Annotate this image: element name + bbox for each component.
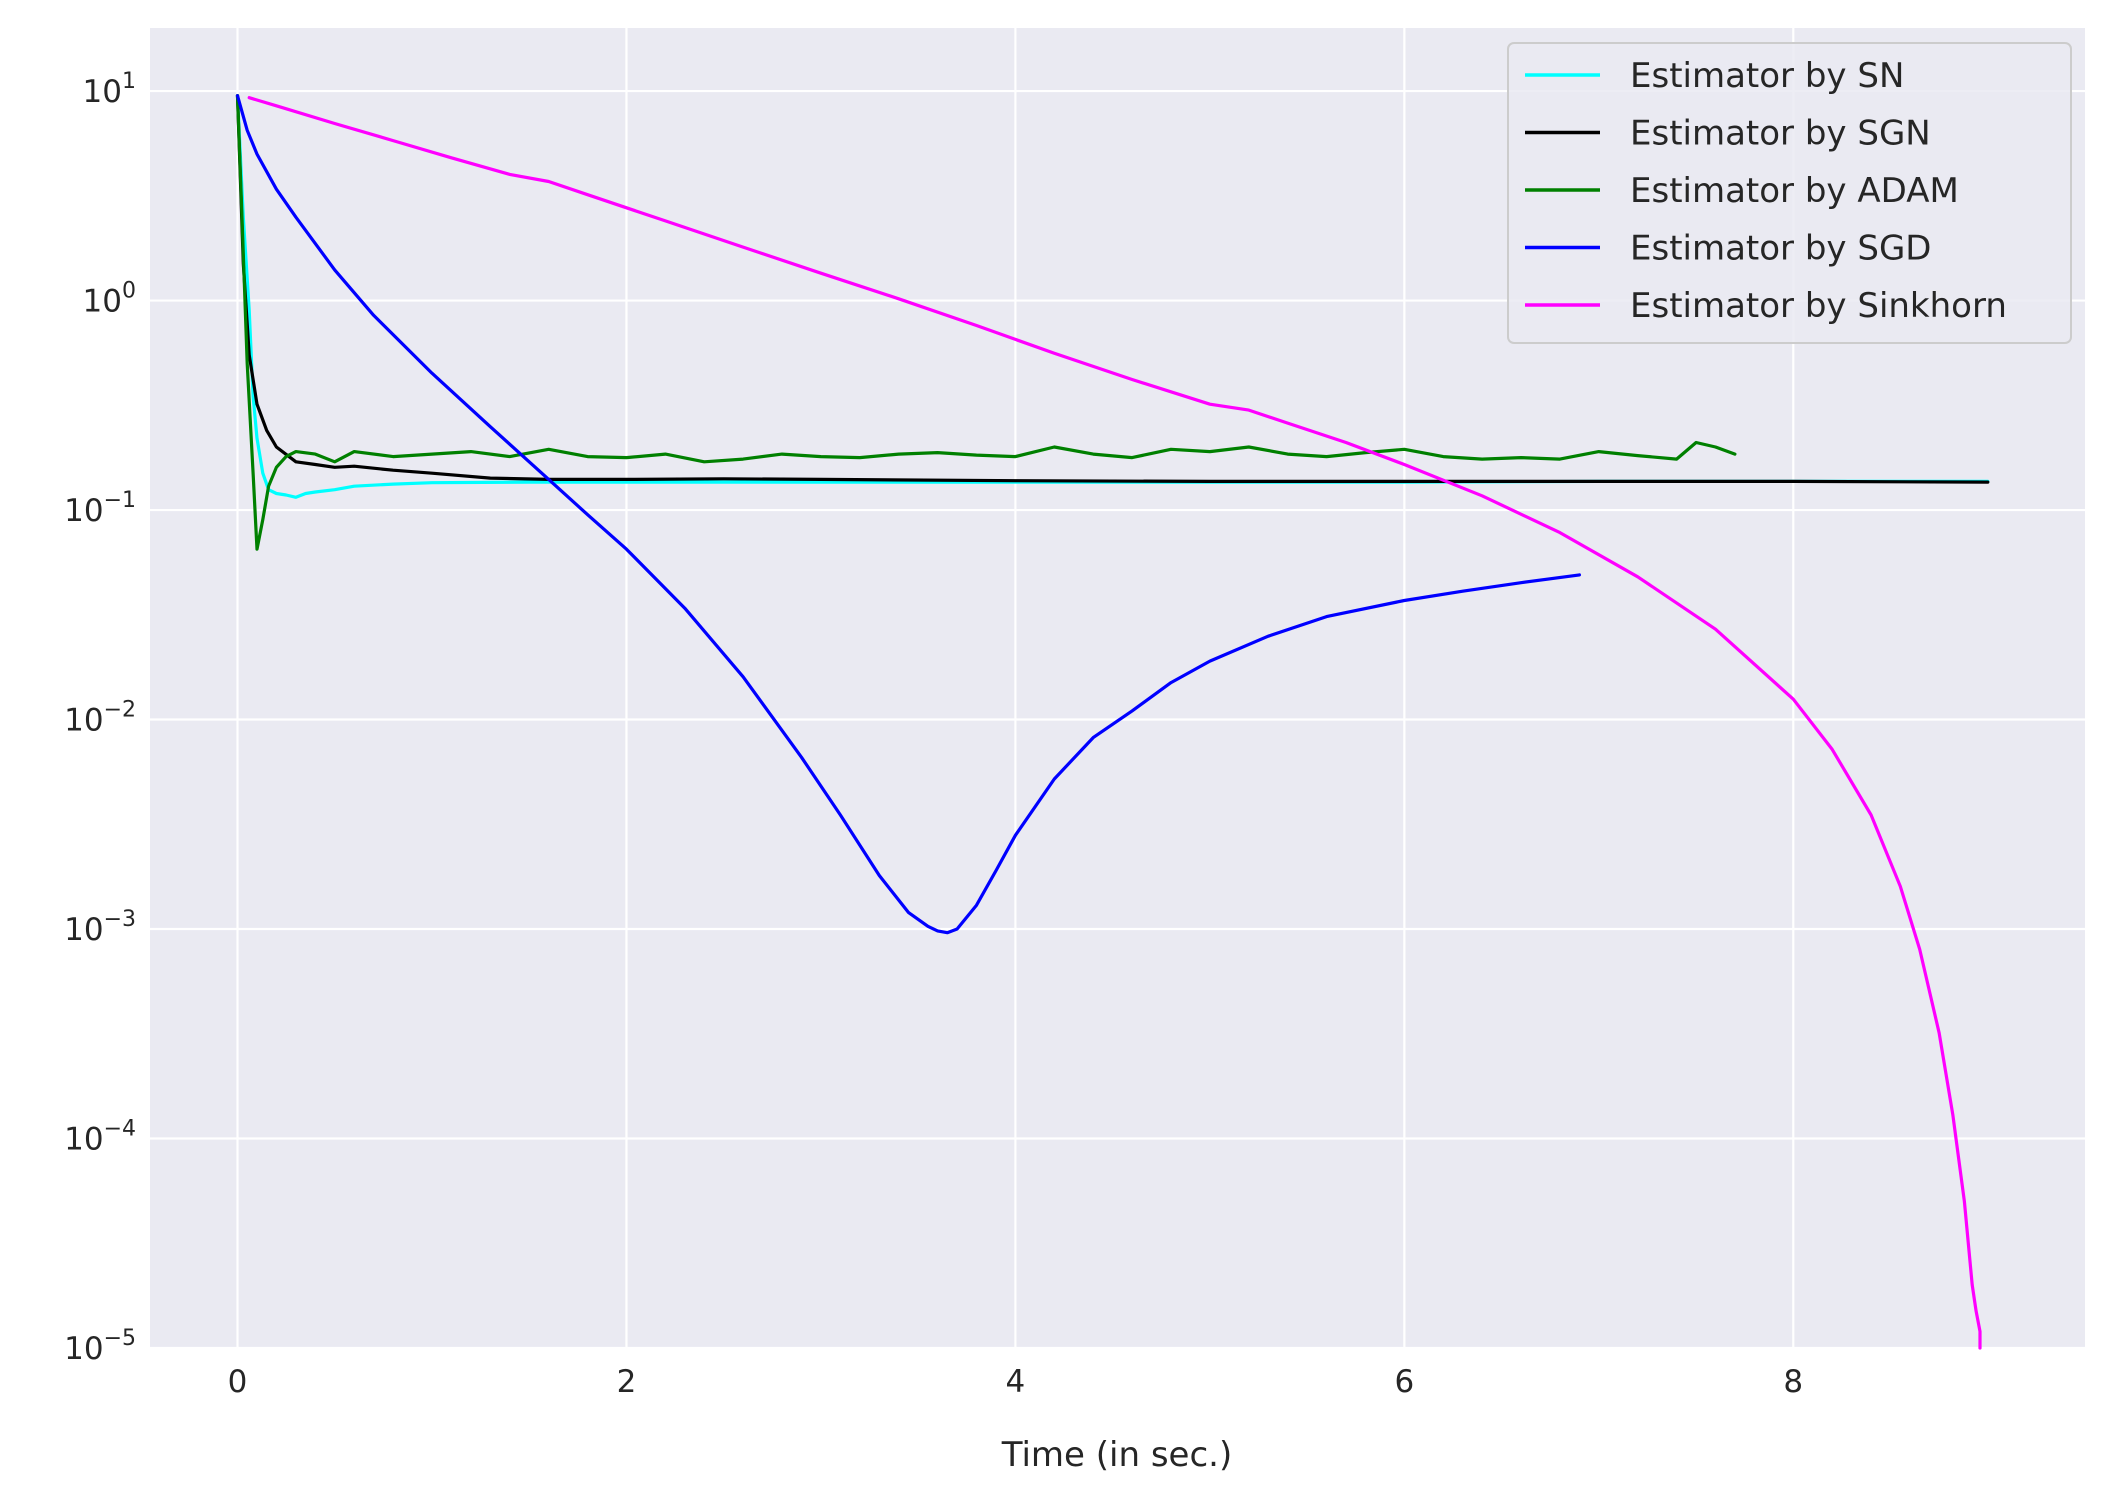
- grid-lines: [150, 28, 2085, 1350]
- x-tick-label: 6: [1394, 1364, 1414, 1400]
- x-axis-ticks: 0 2 4 6 8: [228, 1364, 1804, 1400]
- y-tick-label: 101: [83, 69, 136, 110]
- legend-label: Estimator by ADAM: [1630, 171, 1959, 211]
- y-tick-label: 10−3: [64, 907, 136, 948]
- series-line-estimator-by-sgd: [235, 94, 1582, 935]
- y-axis-ticks: 101 100 10−1 10−2 10−3 10−4 10−5: [64, 69, 136, 1367]
- legend: Estimator by SN Estimator by SGN Estimator…: [1507, 42, 2072, 344]
- series-line-estimator-by-sgn: [235, 94, 1990, 484]
- y-tick-label: 10−2: [64, 698, 136, 739]
- series-line-estimator-by-sinkhorn: [247, 96, 1982, 1350]
- y-tick-label: 10−1: [64, 488, 136, 529]
- x-axis-label: Time (in sec.): [1001, 1435, 1232, 1475]
- legend-label: Estimator by Sinkhorn: [1630, 286, 2007, 326]
- series-lines: [235, 94, 1990, 1350]
- x-tick-label: 8: [1783, 1364, 1803, 1400]
- series-line-estimator-by-adam: [235, 94, 1737, 551]
- x-tick-label: 4: [1006, 1364, 1026, 1400]
- legend-label: Estimator by SN: [1630, 56, 1904, 96]
- legend-label: Estimator by SGN: [1630, 114, 1931, 154]
- x-tick-label: 2: [617, 1364, 637, 1400]
- y-tick-label: 10−5: [64, 1326, 136, 1367]
- legend-label: Estimator by SGD: [1630, 229, 1931, 269]
- y-tick-label: 10−4: [64, 1117, 136, 1158]
- x-tick-label: 0: [228, 1364, 248, 1400]
- legend-box: [1507, 42, 2072, 344]
- y-tick-label: 100: [83, 279, 136, 320]
